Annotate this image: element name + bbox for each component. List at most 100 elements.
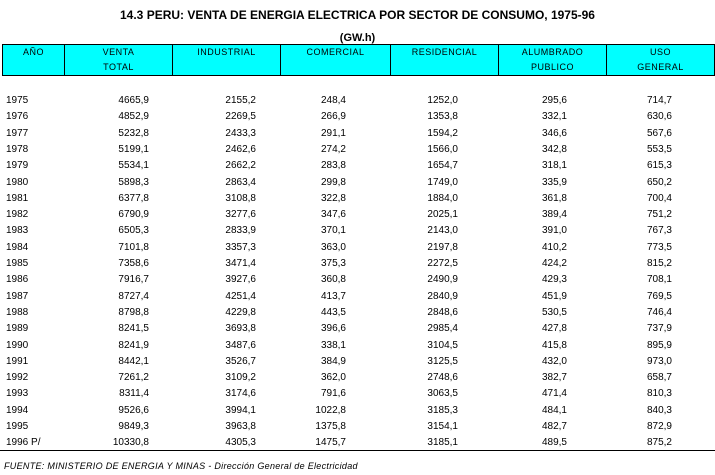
cell-uso-general: 815,2 <box>646 258 672 269</box>
cell-alumbrado-publico: 382,7 <box>541 372 567 384</box>
header-year: AÑO <box>3 45 65 75</box>
cell-venta-total: 4665,9 <box>118 95 149 106</box>
cell-year: 1975 <box>6 95 29 106</box>
cell-comercial: 384,9 <box>320 355 346 367</box>
cell-venta-total: 8241,9 <box>118 339 149 351</box>
cell-year: 1985 <box>6 258 29 269</box>
table-row: 1982 6790,9 3277,6 347,6 2025,1 389,4 751,2 <box>0 207 715 223</box>
cell-year: 1981 <box>6 192 29 204</box>
table-row: 1987 8727,4 4251,4 413,7 2840,9 451,9 769,5 <box>0 289 715 305</box>
table-row: 1989 8241,5 3693,8 396,6 2985,4 427,8 737,9 <box>0 321 715 337</box>
cell-industrial: 3174,6 <box>225 388 256 400</box>
cell-alumbrado-publico: 410,2 <box>541 241 567 253</box>
cell-residencial: 2197,8 <box>427 241 458 253</box>
header-uso-general: USO GENERAL <box>607 45 714 75</box>
table-title: 14.3 PERU: VENTA DE ENERGIA ELECTRICA PO… <box>120 8 595 22</box>
header-venta-total: VENTA TOTAL <box>65 45 173 75</box>
header-publico-label: PUBLICO <box>530 62 574 72</box>
cell-industrial: 3526,7 <box>225 355 256 367</box>
cell-year: 1993 <box>6 388 29 400</box>
cell-industrial: 3277,6 <box>225 209 256 221</box>
cell-uso-general: 769,5 <box>646 290 672 302</box>
cell-year: 1977 <box>6 127 29 139</box>
cell-alumbrado-publico: 391,0 <box>541 225 567 237</box>
cell-year: 1990 <box>6 339 29 351</box>
table-row: 1981 6377,8 3108,8 322,8 1884,0 361,8 700,4 <box>0 191 715 207</box>
cell-uso-general: 714,7 <box>646 95 672 106</box>
cell-residencial: 2748,6 <box>427 372 458 384</box>
cell-comercial: 1022,8 <box>315 404 346 416</box>
cell-residencial: 3154,1 <box>427 421 458 432</box>
header-alumbrado-publico: ALUMBRADO PUBLICO <box>499 45 607 75</box>
cell-uso-general: 746,4 <box>646 306 672 318</box>
cell-industrial: 2833,9 <box>225 225 256 237</box>
cell-comercial: 363,0 <box>320 241 346 253</box>
header-general-label: GENERAL <box>637 62 684 72</box>
cell-residencial: 1594,2 <box>427 127 458 139</box>
header-total-label: TOTAL <box>103 62 134 72</box>
cell-venta-total: 8798,8 <box>118 306 149 318</box>
cell-year: 1991 <box>6 355 29 367</box>
cell-venta-total: 7261,2 <box>118 372 149 384</box>
cell-residencial: 2840,9 <box>427 290 458 302</box>
cell-industrial: 2433,3 <box>225 127 256 139</box>
cell-industrial: 2863,4 <box>225 176 256 188</box>
cell-year: 1980 <box>6 176 29 188</box>
cell-alumbrado-publico: 346,6 <box>541 127 567 139</box>
cell-alumbrado-publico: 489,5 <box>541 437 567 449</box>
header-comercial-label: COMERCIAL <box>306 47 365 57</box>
cell-residencial: 3063,5 <box>427 388 458 400</box>
cell-industrial: 3357,3 <box>225 241 256 253</box>
header-residencial-label: RESIDENCIAL <box>411 47 478 57</box>
cell-industrial: 3471,4 <box>225 258 256 269</box>
header-residencial: RESIDENCIAL <box>391 45 499 75</box>
cell-comercial: 360,8 <box>320 274 346 286</box>
cell-residencial: 3185,1 <box>427 437 458 449</box>
cell-alumbrado-publico: 415,8 <box>541 339 567 351</box>
cell-year: 1978 <box>6 143 29 155</box>
cell-comercial: 248,4 <box>320 95 346 106</box>
cell-venta-total: 8241,5 <box>118 323 149 335</box>
table-row: 1992 7261,2 3109,2 362,0 2748,6 382,7 658,7 <box>0 370 715 386</box>
cell-comercial: 370,1 <box>320 225 346 237</box>
cell-uso-general: 773,5 <box>646 241 672 253</box>
header-uso-label: USO <box>649 47 671 57</box>
source-note: FUENTE: MINISTERIO DE ENERGIA Y MINAS - … <box>4 461 358 471</box>
cell-residencial: 1749,0 <box>427 176 458 188</box>
cell-uso-general: 658,7 <box>646 372 672 384</box>
cell-alumbrado-publico: 335,9 <box>541 176 567 188</box>
cell-alumbrado-publico: 389,4 <box>541 209 567 221</box>
table-row: 1978 5199,1 2462,6 274,2 1566,0 342,8 553,5 <box>0 142 715 158</box>
cell-comercial: 1475,7 <box>315 437 346 449</box>
cell-venta-total: 6790,9 <box>118 209 149 221</box>
cell-year: 1988 <box>6 306 29 318</box>
cell-industrial: 3963,8 <box>225 421 256 432</box>
cell-residencial: 2490,9 <box>427 274 458 286</box>
table-row: 1977 5232,8 2433,3 291,1 1594,2 346,6 567,6 <box>0 126 715 142</box>
cell-residencial: 2025,1 <box>427 209 458 221</box>
header-industrial-label: INDUSTRIAL <box>197 47 256 57</box>
cell-residencial: 2848,6 <box>427 306 458 318</box>
cell-alumbrado-publico: 332,1 <box>541 111 567 123</box>
cell-industrial: 3994,1 <box>225 404 256 416</box>
cell-venta-total: 8442,1 <box>118 355 149 367</box>
cell-comercial: 413,7 <box>320 290 346 302</box>
cell-residencial: 3125,5 <box>427 355 458 367</box>
cell-residencial: 1353,8 <box>427 111 458 123</box>
cell-venta-total: 7101,8 <box>118 241 149 253</box>
cell-venta-total: 9849,3 <box>118 421 149 432</box>
cell-year: 1979 <box>6 160 29 172</box>
cell-comercial: 347,6 <box>320 209 346 221</box>
cell-residencial: 1252,0 <box>427 95 458 106</box>
cell-comercial: 291,1 <box>320 127 346 139</box>
cell-year: 1986 <box>6 274 29 286</box>
cell-comercial: 1375,8 <box>315 421 346 432</box>
cell-venta-total: 5199,1 <box>118 143 149 155</box>
header-comercial: COMERCIAL <box>281 45 391 75</box>
cell-alumbrado-publico: 451,9 <box>541 290 567 302</box>
cell-residencial: 3104,5 <box>427 339 458 351</box>
cell-residencial: 1884,0 <box>427 192 458 204</box>
cell-comercial: 266,9 <box>320 111 346 123</box>
cell-uso-general: 737,9 <box>646 323 672 335</box>
cell-venta-total: 10330,8 <box>112 437 149 449</box>
